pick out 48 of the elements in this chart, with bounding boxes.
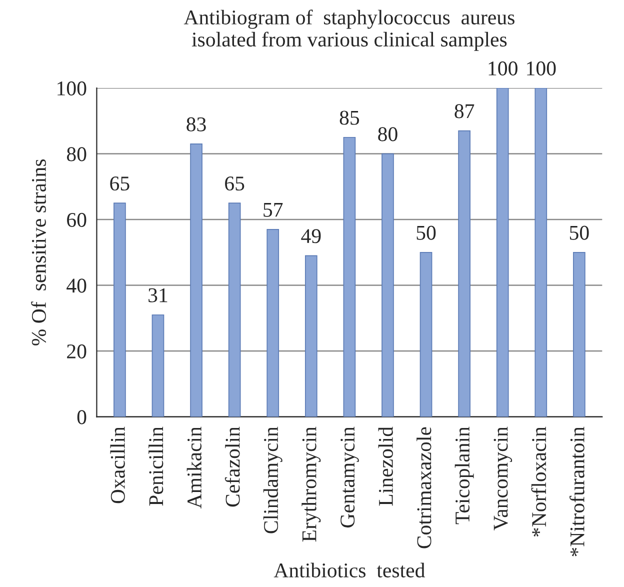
bar — [304, 255, 318, 417]
data-label: 50 — [570, 226, 589, 240]
bar — [114, 202, 126, 417]
data-label: 100 — [527, 61, 556, 76]
bar — [496, 88, 509, 417]
data-label: 85 — [340, 110, 360, 125]
bar — [152, 314, 164, 417]
bar — [382, 153, 394, 417]
x-tick-label: Penicillin — [148, 426, 164, 506]
y-axis-title: % Of sensitive strains — [31, 159, 46, 346]
bar — [343, 136, 356, 417]
x-axis-title: Antibiotics tested — [274, 562, 425, 578]
x-tick-label: *Nitrofurantoin — [570, 426, 584, 556]
x-tick-label: Amikacin — [186, 426, 202, 508]
y-tick-label: 40 — [66, 278, 86, 293]
data-label: 80 — [378, 127, 398, 142]
data-label: 87 — [454, 104, 474, 118]
chart-title: Antibiogram of staphylococcus aureus isolated from various clinical samples — [184, 10, 514, 51]
data-label: 100 — [488, 61, 518, 76]
x-tick-label: Teicoplanin — [454, 426, 474, 524]
data-label: 49 — [301, 229, 321, 244]
y-tick-label: 20 — [67, 344, 86, 358]
x-tick-label: Erythromycin — [302, 426, 321, 542]
x-tick-label: Oxacillin — [110, 426, 125, 504]
data-label: 83 — [186, 117, 206, 132]
bar — [228, 202, 241, 417]
x-tick-label: Vancomycin — [494, 426, 512, 530]
bar — [420, 252, 432, 417]
data-label: 65 — [110, 176, 130, 191]
bar — [534, 88, 548, 417]
bar — [266, 228, 280, 417]
y-tick-label: 100 — [58, 81, 86, 96]
bar — [573, 252, 586, 417]
data-label: 31 — [148, 288, 168, 302]
bar — [458, 130, 470, 417]
x-tick-label: Cotrimaxazole — [416, 427, 432, 548]
x-tick-label: *Norfloxacin — [531, 426, 546, 537]
x-tick-label: Clindamycin — [263, 426, 282, 534]
x-tick-label: Linezolid — [378, 426, 393, 506]
data-label: 65 — [225, 176, 244, 191]
y-tick-label: 0 — [77, 410, 86, 424]
data-label: 57 — [264, 202, 283, 217]
data-label: 50 — [416, 226, 436, 240]
x-tick-label: Cefazolin — [224, 426, 240, 507]
bar — [190, 144, 202, 417]
y-tick-label: 60 — [67, 212, 86, 227]
x-tick-label: Gentamycin — [340, 426, 359, 528]
y-tick-label: 80 — [66, 147, 86, 162]
